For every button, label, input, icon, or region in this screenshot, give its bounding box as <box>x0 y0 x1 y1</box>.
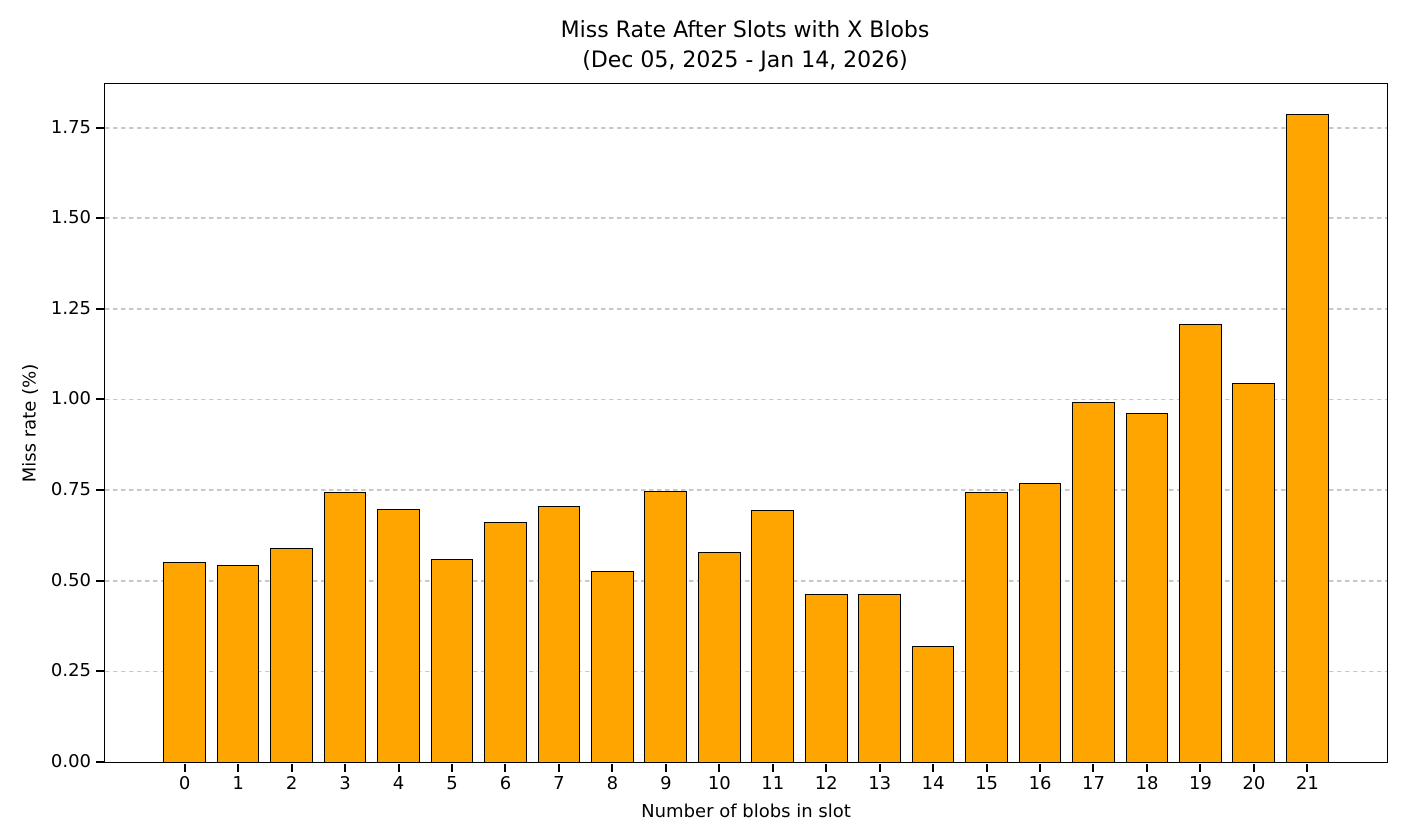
x-tick-mark <box>450 763 453 772</box>
x-tick-mark <box>1145 763 1148 772</box>
y-axis-label: Miss rate (%) <box>19 363 41 483</box>
x-tick-mark <box>397 763 400 772</box>
x-tick-label: 16 <box>1028 773 1052 794</box>
y-gridline <box>105 217 1387 220</box>
y-tick-label: 1.50 <box>50 207 91 229</box>
x-tick-label: 3 <box>339 773 351 794</box>
bar-10 <box>697 551 741 762</box>
y-tick-mark <box>95 126 104 129</box>
y-tick-mark <box>95 217 104 220</box>
chart-title-line1: Miss Rate After Slots with X Blobs <box>560 18 930 43</box>
x-tick-mark <box>290 763 293 772</box>
y-tick-label: 0.50 <box>50 569 91 591</box>
x-tick-label: 0 <box>178 773 191 794</box>
bar-12 <box>804 594 848 762</box>
y-tick-mark <box>95 398 104 401</box>
x-tick-label: 4 <box>392 773 405 794</box>
x-tick-label: 20 <box>1242 773 1266 794</box>
x-tick-mark <box>1092 763 1095 772</box>
x-tick-mark <box>237 763 240 772</box>
x-tick-mark <box>1306 763 1309 772</box>
x-tick-label: 5 <box>446 773 458 794</box>
x-tick-label: 8 <box>606 773 619 794</box>
bar-2 <box>270 548 313 762</box>
bar-20 <box>1232 382 1276 762</box>
x-axis-label: Number of blobs in slot <box>641 801 851 822</box>
y-gridline <box>105 126 1387 129</box>
y-gridline <box>105 489 1387 492</box>
x-tick-label: 7 <box>553 773 565 794</box>
x-tick-mark <box>1252 763 1255 772</box>
bar-15 <box>965 492 1008 762</box>
x-tick-mark <box>771 763 774 772</box>
bar-3 <box>323 492 367 762</box>
x-tick-mark <box>1199 763 1202 772</box>
bar-7 <box>537 506 581 762</box>
bar-6 <box>484 522 527 762</box>
y-tick-label: 1.75 <box>50 116 91 138</box>
x-tick-mark <box>1039 763 1042 772</box>
x-tick-label: 18 <box>1135 773 1159 794</box>
y-tick-mark <box>95 579 104 582</box>
x-tick-label: 9 <box>660 773 672 794</box>
x-tick-mark <box>878 763 881 772</box>
plot-area: 0.00 0.25 0.50 0.75 1.00 1.25 1.50 1.75 0 1 2 3 4 5 6 7… <box>20 83 1388 822</box>
x-tick-mark <box>718 763 721 772</box>
x-tick-label: 1 <box>232 773 244 794</box>
y-tick-label: 0.25 <box>50 660 91 682</box>
x-tick-label: 17 <box>1082 773 1105 794</box>
x-tick-mark <box>825 763 828 772</box>
x-tick-mark <box>344 763 347 772</box>
bar-8 <box>590 570 634 762</box>
y-gridline <box>105 670 1387 673</box>
y-gridline <box>105 398 1387 401</box>
y-tick-label: 1.25 <box>50 297 91 319</box>
x-tick-label: 14 <box>921 773 945 794</box>
y-tick-mark <box>95 761 104 763</box>
x-tick-label: 2 <box>285 773 298 794</box>
x-tick-mark <box>611 763 614 772</box>
y-tick-mark <box>95 670 104 673</box>
bar-0 <box>163 561 207 762</box>
bar-17 <box>1072 401 1115 762</box>
x-tick-mark <box>932 763 935 772</box>
x-tick-mark <box>985 763 988 772</box>
chart-title-line2: (Dec 05, 2025 - Jan 14, 2026) <box>582 48 908 74</box>
x-tick-label: 10 <box>707 773 731 794</box>
bar-1 <box>216 565 260 762</box>
bar-9 <box>644 490 688 762</box>
bar-11 <box>751 510 795 762</box>
x-tick-mark <box>557 763 560 772</box>
x-tick-mark <box>664 763 667 772</box>
x-tick-label: 11 <box>761 773 785 794</box>
chart-title: Miss Rate After Slots with X Blobs (Dec … <box>104 16 1386 77</box>
x-tick-label: 6 <box>499 773 512 794</box>
x-tick-mark <box>504 763 507 772</box>
x-tick-label: 19 <box>1188 773 1212 794</box>
y-tick-mark <box>95 489 104 492</box>
bar-18 <box>1125 412 1169 762</box>
y-tick-label: 0.00 <box>50 751 91 772</box>
x-tick-label: 15 <box>975 773 999 794</box>
y-gridline <box>105 579 1387 582</box>
x-tick-label: 21 <box>1295 773 1319 794</box>
bar-19 <box>1179 324 1222 762</box>
y-tick-label: 0.75 <box>50 479 91 501</box>
bar-16 <box>1018 482 1062 762</box>
x-tick-label: 12 <box>814 773 838 794</box>
bar-5 <box>430 558 474 762</box>
y-tick-mark <box>95 307 104 310</box>
y-tick-label: 1.00 <box>50 388 91 410</box>
bar-4 <box>377 509 420 762</box>
bar-14 <box>911 645 955 762</box>
y-gridline <box>105 307 1387 310</box>
x-tick-label: 13 <box>868 773 892 794</box>
bar-13 <box>858 594 902 762</box>
bar-21 <box>1285 114 1329 762</box>
x-tick-mark <box>183 763 186 772</box>
